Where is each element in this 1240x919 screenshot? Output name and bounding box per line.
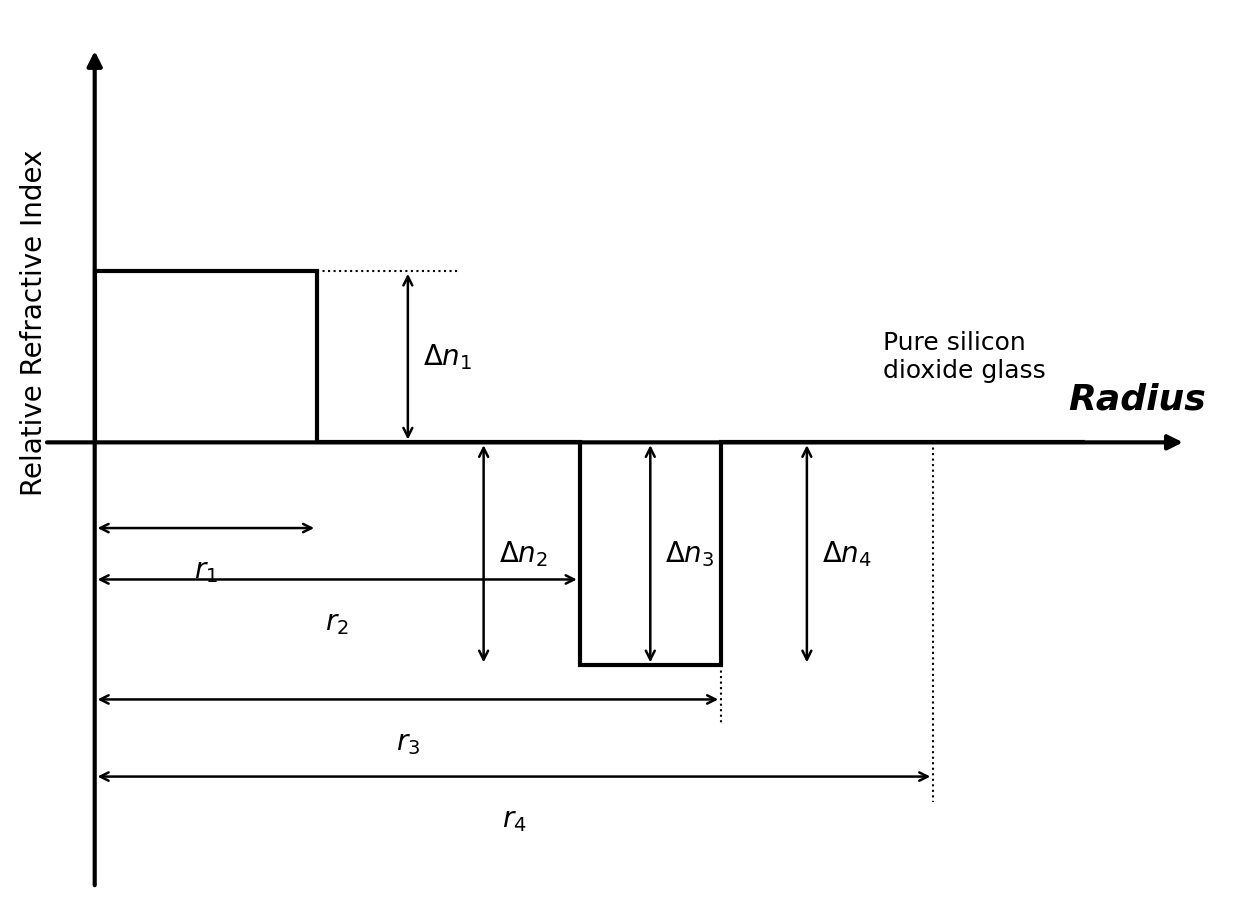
Text: $\Delta n_2$: $\Delta n_2$ <box>498 539 548 569</box>
Text: Radius: Radius <box>1068 382 1207 416</box>
Text: $\Delta n_1$: $\Delta n_1$ <box>423 342 472 371</box>
Text: $\Delta n_4$: $\Delta n_4$ <box>822 539 872 569</box>
Text: $r_2$: $r_2$ <box>325 608 348 637</box>
Text: $\Delta n_3$: $\Delta n_3$ <box>666 539 715 569</box>
Text: $r_4$: $r_4$ <box>501 806 526 834</box>
Text: Relative Refractive Index: Relative Refractive Index <box>20 149 48 495</box>
Text: $r_1$: $r_1$ <box>193 557 218 585</box>
Text: Pure silicon
dioxide glass: Pure silicon dioxide glass <box>883 331 1045 382</box>
Text: $r_3$: $r_3$ <box>396 729 420 756</box>
